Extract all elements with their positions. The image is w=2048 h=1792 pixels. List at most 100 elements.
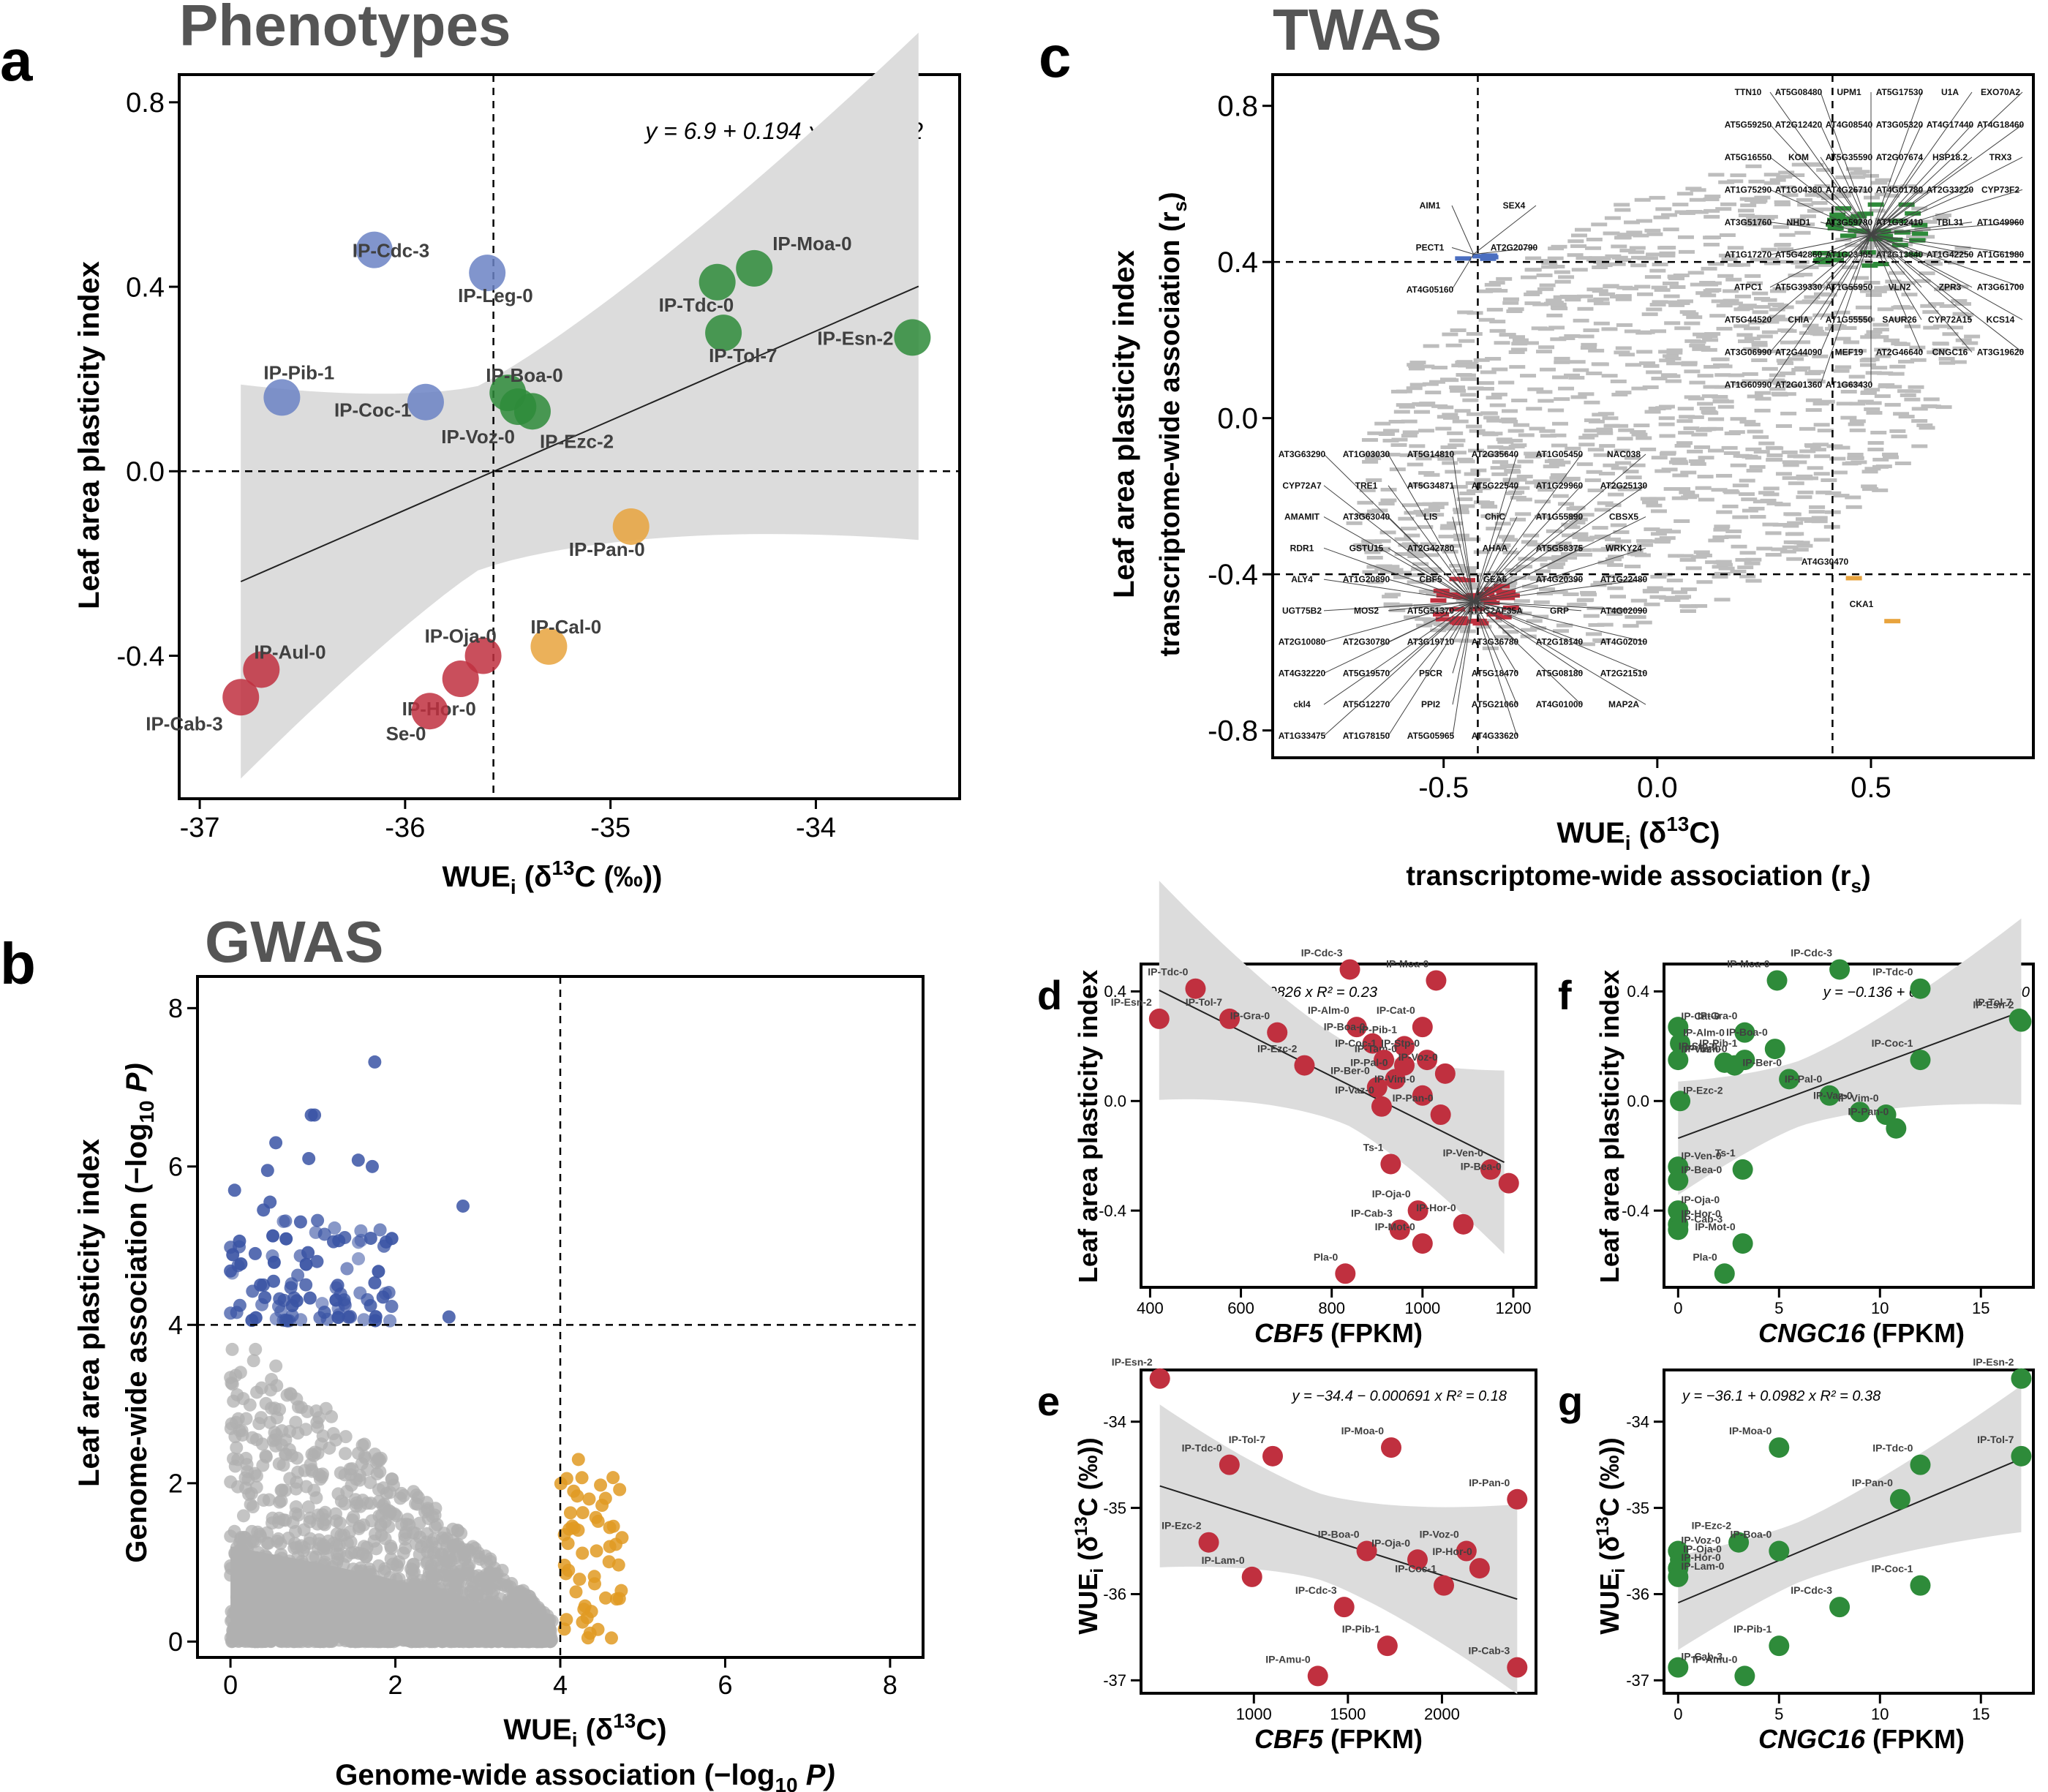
gwas-grey-point (516, 1584, 530, 1597)
twas-grey-dash (1404, 544, 1420, 549)
point-label-e-ip-tdc-0: IP-Tdc-0 (1182, 1442, 1222, 1454)
point-label-e-ip-tol-7: IP-Tol-7 (1229, 1434, 1266, 1445)
gwas-grey-point (236, 1392, 250, 1406)
twas-grey-dash (1677, 235, 1694, 239)
point-label-f-ip-ven-0: IP-Ven-0 (1681, 1150, 1721, 1162)
gene-leader-line (1451, 254, 1475, 290)
twas-grey-dash (1687, 449, 1703, 453)
twas-grey-dash (1813, 472, 1830, 476)
twas-grey-dash (1475, 625, 1492, 629)
twas-grey-dash (1606, 611, 1623, 616)
twas-grey-dash (1554, 575, 1570, 579)
twas-red-dash (1503, 593, 1520, 598)
twas-grey-dash (1748, 320, 1765, 325)
gene-label-green: AT3G05320 (1876, 119, 1924, 129)
x-tick-label-d: 1000 (1404, 1299, 1440, 1317)
point-d-ip-cat-0 (1412, 1017, 1433, 1038)
twas-grey-dash (1788, 274, 1804, 278)
gene-label-red: MOS2 (1354, 606, 1379, 616)
twas-grey-dash (1786, 222, 1803, 226)
twas-grey-dash (1366, 509, 1383, 513)
gwas-grey-point (408, 1526, 422, 1540)
x-tick-label-c: -0.5 (1418, 772, 1469, 804)
y-tick-label-e: -36 (1103, 1585, 1126, 1603)
twas-grey-dash (1835, 350, 1852, 355)
gene-label-red: CYP72A7 (1282, 481, 1322, 491)
gene-leader-line (1473, 247, 1537, 255)
twas-grey-dash (1842, 266, 1859, 270)
point-label-f-ip-ezc-2: IP-Ezc-2 (1683, 1084, 1723, 1096)
point-label-d-ip-ezc-2: IP-Ezc-2 (1257, 1043, 1298, 1055)
gwas-blue-point (303, 1291, 317, 1305)
twas-grey-dash (1696, 580, 1713, 584)
twas-grey-dash (1859, 358, 1876, 363)
twas-grey-dash (1649, 595, 1666, 599)
twas-grey-dash (1428, 505, 1445, 510)
twas-grey-dash (1673, 595, 1690, 600)
twas-grey-dash (1407, 548, 1423, 552)
twas-grey-dash (1750, 200, 1766, 204)
point-d-ip-stp-0 (1417, 1050, 1438, 1071)
twas-grey-dash (1494, 341, 1510, 345)
point-label-g-ip-amu-0: IP-Amu-0 (1693, 1653, 1738, 1665)
point-label-d-ip-cab-3: IP-Cab-3 (1351, 1207, 1393, 1219)
twas-grey-dash (1391, 437, 1408, 442)
gwas-highlight-point-2 (304, 1108, 318, 1122)
twas-grey-dash (1742, 508, 1758, 513)
twas-grey-dash (1428, 606, 1445, 611)
gwas-blue-point (364, 1298, 377, 1312)
twas-grey-dash (1486, 527, 1502, 531)
twas-grey-dash (1821, 196, 1837, 200)
twas-grey-dash (1651, 285, 1668, 290)
twas-grey-dash (1641, 312, 1658, 317)
twas-red-dash (1458, 578, 1475, 583)
twas-grey-dash (1836, 402, 1853, 406)
point-ip-hor-0 (442, 660, 479, 698)
twas-grey-dash (1615, 346, 1632, 350)
twas-grey-dash (1668, 303, 1685, 307)
point-label-g-ip-oja-0: IP-Oja-0 (1683, 1543, 1722, 1554)
gwas-highlight-point-11 (257, 1203, 271, 1217)
twas-grey-dash (1466, 586, 1483, 590)
twas-grey-dash (1708, 538, 1725, 543)
twas-grey-dash (1539, 587, 1556, 592)
twas-grey-dash (1680, 470, 1697, 475)
gene-label-green: HSP18.2 (1932, 152, 1968, 162)
gwas-highlight-point-6 (365, 1159, 379, 1173)
twas-grey-dash (1935, 213, 1951, 217)
gene-label-red: AT5G21060 (1472, 699, 1519, 709)
twas-grey-dash (1737, 339, 1754, 344)
twas-grey-dash (1713, 363, 1730, 367)
gwas-highlight-point-27 (603, 1540, 617, 1554)
gene-leader-line (1870, 189, 1973, 236)
gene-leader-line (1870, 234, 1922, 353)
twas-grey-dash (1562, 592, 1579, 596)
point-label-f-ip-alm-0: IP-Alm-0 (1683, 1027, 1725, 1039)
panel-g-equation: y = −36.1 + 0.0982 x R² = 0.38 (1681, 1388, 1881, 1404)
twas-grey-dash (1554, 397, 1570, 402)
point-label-ip-coc-1: IP-Coc-1 (334, 399, 411, 421)
twas-blue-dash (1472, 254, 1488, 259)
twas-grey-dash (1796, 272, 1813, 276)
twas-grey-dash (1955, 338, 1972, 342)
twas-grey-dash (1424, 604, 1441, 609)
twas-grey-dash (1630, 263, 1647, 268)
twas-grey-dash (1885, 287, 1902, 291)
twas-red-dash (1436, 592, 1453, 598)
twas-grey-dash (1684, 321, 1701, 325)
twas-grey-dash (1754, 391, 1771, 395)
twas-grey-dash (1777, 361, 1794, 366)
twas-grey-dash (1697, 475, 1714, 479)
twas-grey-dash (1507, 307, 1524, 312)
gene-leader-line (1870, 234, 2023, 353)
point-label-d-ip-alm-0: IP-Alm-0 (1308, 1004, 1349, 1016)
twas-grey-dash (1423, 553, 1439, 557)
twas-grey-dash (1456, 497, 1473, 502)
twas-grey-dash (1660, 246, 1676, 250)
twas-grey-dash (1390, 443, 1407, 447)
gene-leader-line (1870, 222, 1973, 236)
gwas-grey-point (407, 1565, 421, 1579)
twas-grey-dash (1741, 497, 1758, 502)
gwas-orange-point (604, 1631, 618, 1645)
twas-grey-dash (1863, 195, 1880, 200)
